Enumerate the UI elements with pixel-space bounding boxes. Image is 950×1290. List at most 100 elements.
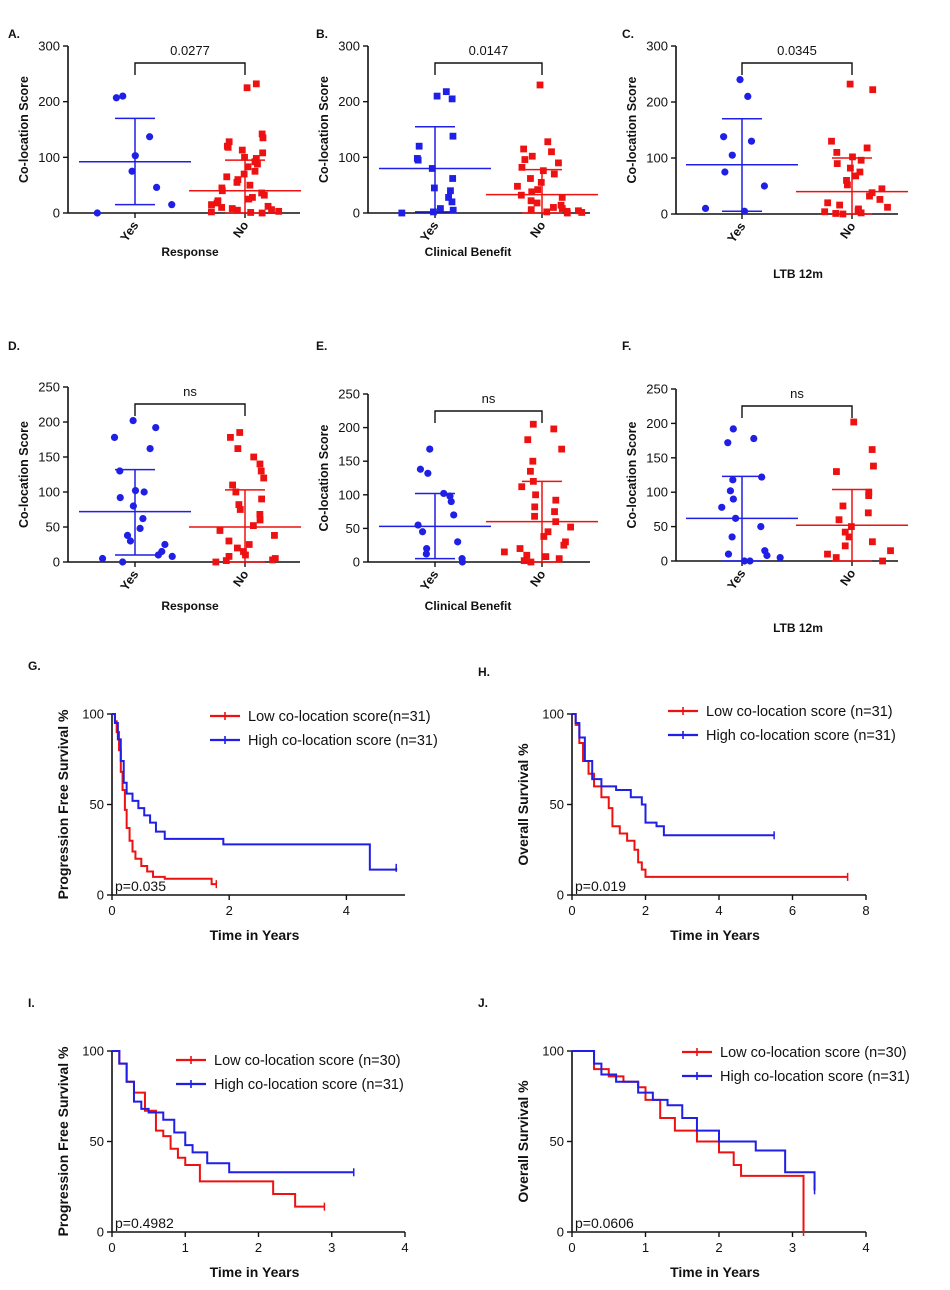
data-point bbox=[776, 553, 784, 562]
data-point bbox=[225, 537, 233, 545]
x-tick-label: 0 bbox=[108, 1240, 115, 1255]
data-point bbox=[240, 170, 248, 178]
data-point bbox=[269, 556, 276, 564]
data-point bbox=[433, 92, 441, 100]
data-point bbox=[422, 550, 430, 558]
data-point bbox=[218, 204, 226, 211]
p-value-label: ns bbox=[482, 391, 496, 406]
data-point bbox=[449, 206, 457, 214]
panel-a: A. 0 100 200 300 Co-location Score Yes No 0.0277… bbox=[8, 27, 301, 259]
data-point bbox=[500, 548, 508, 556]
panel-i: I. 0 50 100 0 1 2 3 4 Progression Free Survival %… bbox=[28, 996, 409, 1280]
data-point bbox=[550, 204, 557, 211]
x-axis-label: Clinical Benefit bbox=[425, 599, 512, 613]
x-axis-label: LTB 12m bbox=[773, 267, 823, 281]
data-point bbox=[250, 453, 258, 461]
data-point bbox=[227, 434, 234, 441]
data-point bbox=[126, 537, 135, 545]
data-point bbox=[841, 542, 849, 550]
data-point bbox=[225, 138, 233, 146]
data-point bbox=[216, 527, 224, 534]
x-tick-label: 6 bbox=[789, 903, 796, 918]
panel-h: H. 0 50 100 0 2 4 6 8 Overall Survival % Time in Y… bbox=[478, 665, 896, 943]
data-point bbox=[760, 182, 769, 190]
data-point bbox=[514, 182, 521, 190]
data-point bbox=[539, 167, 547, 175]
data-point bbox=[245, 541, 253, 548]
p-value-label: p=0.0606 bbox=[575, 1215, 634, 1231]
data-point bbox=[116, 494, 124, 502]
y-axis-label: Co-location Score bbox=[17, 421, 31, 528]
data-point bbox=[724, 439, 732, 447]
x-tick-label: Yes bbox=[118, 219, 142, 245]
data-point bbox=[750, 434, 758, 443]
data-point bbox=[540, 533, 548, 540]
data-point bbox=[534, 186, 542, 194]
data-point bbox=[836, 201, 844, 209]
data-point bbox=[729, 425, 737, 433]
data-point bbox=[236, 506, 244, 513]
data-point bbox=[527, 175, 534, 182]
y-tick-label: 0 bbox=[353, 555, 360, 570]
p-value-label: ns bbox=[183, 384, 197, 399]
data-point bbox=[548, 148, 555, 156]
data-point bbox=[728, 533, 736, 541]
x-tick-label: Yes bbox=[725, 567, 749, 593]
x-tick-label: 4 bbox=[715, 903, 722, 918]
y-tick-label: 50 bbox=[550, 797, 564, 812]
x-tick-label: Yes bbox=[418, 568, 442, 594]
data-point bbox=[833, 160, 841, 167]
data-point bbox=[856, 168, 864, 176]
data-point bbox=[846, 164, 854, 172]
panel-label: C. bbox=[622, 27, 634, 41]
x-tick-label: Yes bbox=[725, 220, 749, 246]
panel-g: G. 0 50 100 0 2 4 Progression Free Survival % Ti… bbox=[28, 659, 438, 943]
y-tick-label: 100 bbox=[338, 487, 360, 502]
data-point bbox=[864, 509, 872, 517]
data-point bbox=[446, 492, 454, 500]
y-tick-label: 0 bbox=[557, 888, 564, 903]
y-tick-label: 50 bbox=[90, 797, 104, 812]
data-point bbox=[824, 199, 832, 207]
data-point bbox=[520, 145, 528, 153]
x-axis-label: Time in Years bbox=[670, 927, 760, 943]
data-point bbox=[256, 511, 264, 518]
data-point bbox=[529, 420, 537, 428]
data-point bbox=[528, 152, 536, 160]
panel-label: H. bbox=[478, 665, 490, 679]
legend-label: High co-location score (n=31) bbox=[720, 1069, 910, 1085]
data-point bbox=[236, 429, 244, 436]
data-point bbox=[701, 204, 710, 212]
data-point bbox=[228, 205, 236, 212]
x-tick-label: 8 bbox=[862, 903, 869, 918]
survival-curve bbox=[572, 1050, 816, 1191]
data-point bbox=[123, 531, 132, 540]
y-tick-label: 50 bbox=[550, 1134, 564, 1149]
data-point bbox=[448, 198, 456, 206]
data-point bbox=[563, 209, 571, 217]
x-tick-label: 0 bbox=[108, 903, 115, 918]
x-tick-label: 1 bbox=[642, 1240, 649, 1255]
y-tick-label: 0 bbox=[53, 555, 60, 570]
data-point bbox=[264, 202, 272, 210]
y-tick-label: 150 bbox=[646, 450, 668, 465]
data-point bbox=[259, 134, 267, 142]
y-tick-label: 300 bbox=[646, 39, 668, 54]
data-point bbox=[445, 194, 452, 201]
data-point bbox=[721, 168, 729, 176]
data-point bbox=[238, 146, 246, 154]
y-tick-label: 0 bbox=[661, 554, 668, 569]
p-value-label: ns bbox=[790, 386, 804, 401]
y-tick-label: 200 bbox=[338, 420, 360, 435]
y-tick-label: 100 bbox=[82, 1044, 104, 1059]
data-point bbox=[245, 195, 253, 203]
data-point bbox=[736, 76, 744, 84]
y-tick-label: 0 bbox=[661, 207, 668, 222]
panel-label: B. bbox=[316, 27, 328, 41]
data-point bbox=[567, 523, 575, 531]
data-point bbox=[524, 436, 532, 444]
y-tick-label: 150 bbox=[38, 450, 60, 465]
y-tick-label: 100 bbox=[338, 150, 360, 165]
data-point bbox=[845, 533, 853, 541]
y-tick-label: 250 bbox=[646, 382, 668, 397]
